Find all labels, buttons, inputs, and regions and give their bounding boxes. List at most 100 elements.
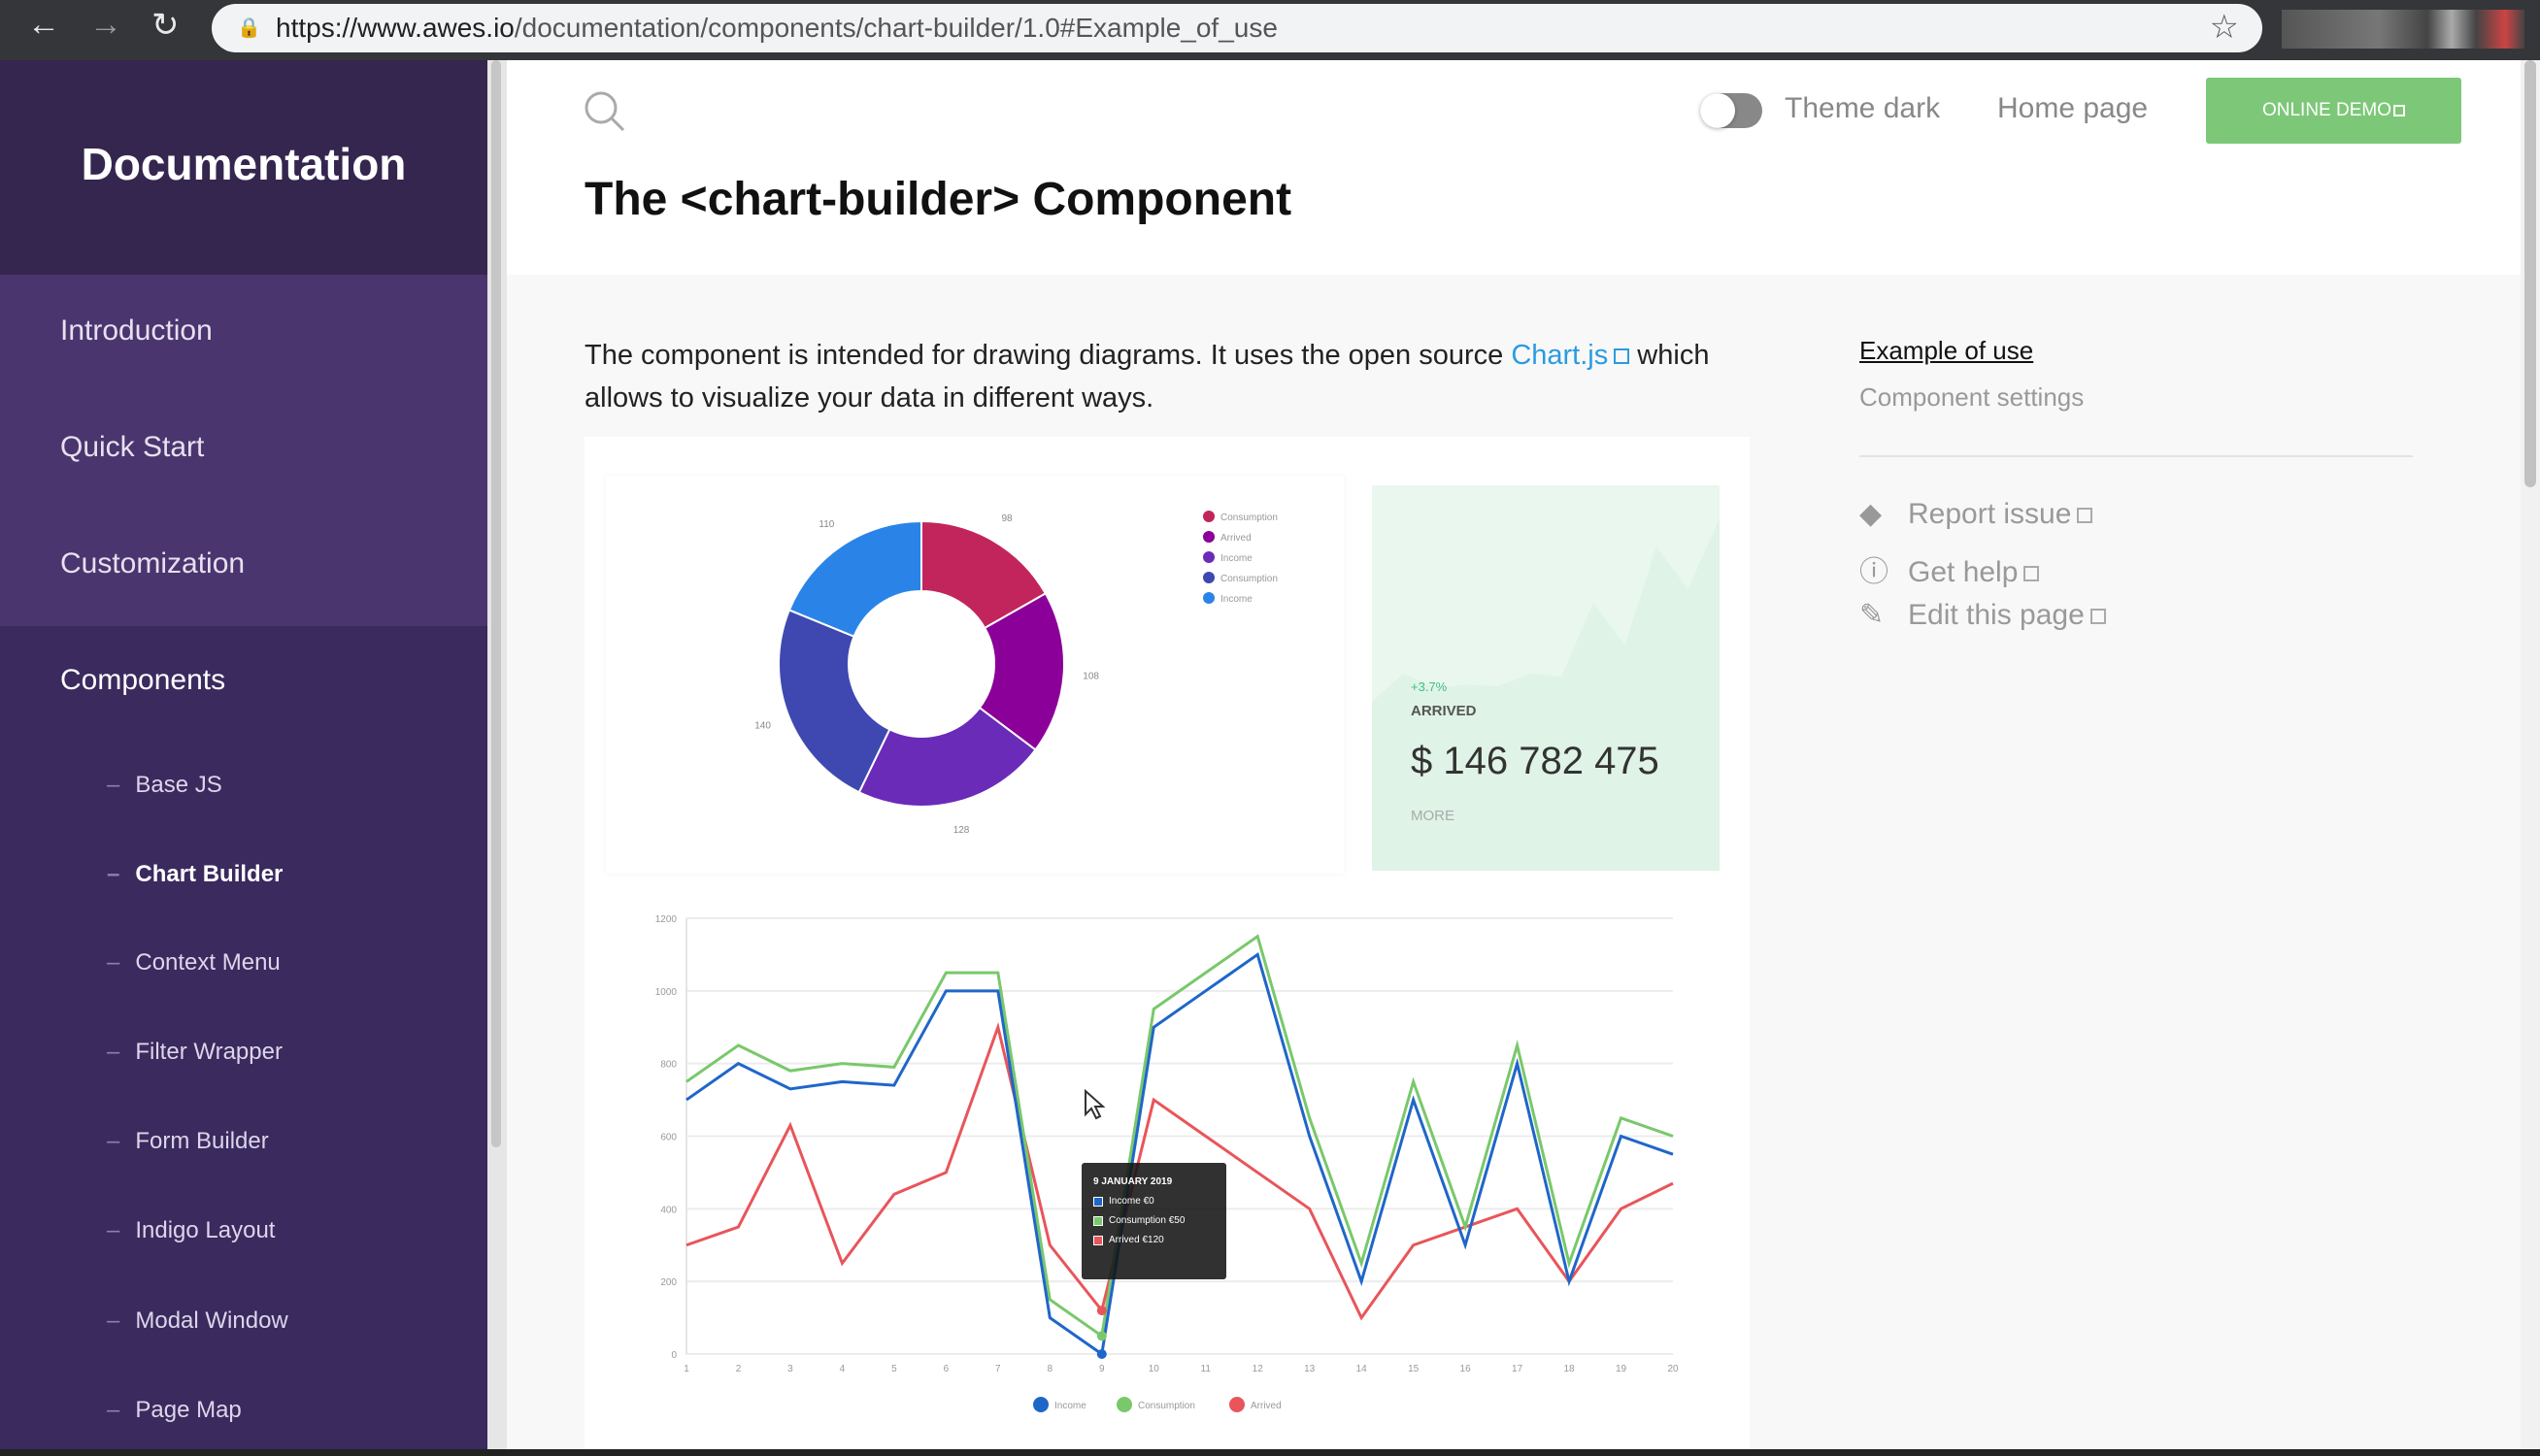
donut-value-label: 110 [819,519,834,530]
x-tick-label: 4 [840,1364,846,1374]
reload-icon[interactable]: ↻ [151,7,180,44]
browser-toolbar: ← → ↻ 🔒 https://www.awes.io/documentatio… [0,0,2540,60]
pencil-icon: ✎ [1859,599,1885,631]
x-tick-label: 1 [684,1364,689,1374]
external-link-icon [2393,105,2406,116]
tooltip-row: Arrived €120 [1109,1235,1164,1245]
sidebar-top-group [0,275,487,626]
x-tick-label: 14 [1356,1364,1368,1374]
legend-marker [1117,1397,1132,1412]
area-fill [1372,518,1720,871]
x-tick-label: 10 [1149,1364,1160,1374]
stat-card: +3.7% ARRIVED $ 146 782 475 MORE [1372,485,1720,871]
legend-label: Consumption [1220,513,1278,523]
sidebar-title[interactable]: Documentation [81,139,407,189]
url-text: https://www.awes.io/documentation/compon… [276,13,1278,43]
donut-value-label: 140 [754,721,771,732]
hover-point [1096,1349,1107,1359]
sidebar-subitem-modal-window[interactable]: – Modal Window [107,1307,288,1334]
y-tick-label: 200 [660,1277,677,1288]
series-line-income [685,951,1674,1357]
x-tick-label: 19 [1616,1364,1627,1374]
legend-label: Consumption [1138,1401,1195,1411]
toc-example-of-use[interactable]: Example of use [1859,336,2034,365]
toc-component-settings[interactable]: Component settings [1859,382,2085,412]
address-bar[interactable]: 🔒 https://www.awes.io/documentation/comp… [212,4,2262,52]
example-image: 98 108 128 140 110 Consumption Arrived Income Co… [585,437,1750,1456]
legend-label: Arrived [1251,1401,1282,1411]
sidebar-subitem-form-builder[interactable]: – Form Builder [107,1128,269,1154]
back-icon[interactable]: ← [27,6,60,43]
sidebar-subitem-indigo-layout[interactable]: – Indigo Layout [107,1217,276,1243]
stat-value: $ 146 782 475 [1411,740,1659,782]
theme-dark-label[interactable]: Theme dark [1785,92,1941,124]
forward-icon[interactable]: → [89,6,122,43]
sidebar-subitem-base-js[interactable]: – Base JS [107,772,222,798]
sidebar-subitem-context-menu[interactable]: – Context Menu [107,949,281,976]
legend-marker [1203,592,1215,604]
bookmark-star-icon[interactable]: ☆ [2209,9,2239,46]
tooltip-row: Income €0 [1109,1196,1154,1207]
y-tick-label: 400 [660,1205,677,1215]
stat-change: +3.7% [1411,679,1448,694]
stat-more-link[interactable]: MORE [1411,808,1454,824]
sidebar-scrollbar-thumb[interactable] [491,60,501,1147]
tooltip-title: 9 JANUARY 2019 [1093,1176,1173,1187]
external-link-icon [1614,348,1630,365]
tooltip-row: Consumption €50 [1109,1215,1186,1226]
sidebar-subitem-chart-builder[interactable]: – Chart Builder [107,861,284,887]
sidebar: Documentation Introduction Quick Start C… [0,60,487,1456]
donut-slice [920,519,1048,630]
donut-value-label: 108 [1083,671,1099,681]
x-tick-label: 12 [1253,1364,1264,1374]
x-tick-label: 9 [1099,1364,1105,1374]
search-icon[interactable] [583,89,627,134]
page-scrollbar-thumb[interactable] [2524,60,2536,487]
legend-marker [1203,531,1215,543]
series-line-arrived [685,1021,1674,1321]
legend-marker [1203,511,1215,522]
hover-point [1096,1306,1107,1316]
sidebar-item-introduction[interactable]: Introduction [60,314,213,347]
extension-icons[interactable] [2282,10,2524,49]
external-link-icon [2089,609,2106,625]
x-tick-label: 6 [944,1364,950,1374]
sidebar-subitem-filter-wrapper[interactable]: – Filter Wrapper [107,1039,283,1065]
y-tick-label: 1200 [655,914,678,925]
legend-label: Income [1220,594,1253,605]
page-title: The <chart-builder> Component [585,174,1292,225]
x-tick-label: 16 [1460,1364,1472,1374]
donut-value-label: 98 [1001,513,1013,524]
sidebar-item-quick-start[interactable]: Quick Start [60,431,205,463]
x-tick-label: 13 [1304,1364,1316,1374]
legend-label: Income [1220,553,1253,564]
sidebar-item-customization[interactable]: Customization [60,547,246,579]
online-demo-button[interactable]: ONLINE DEMO [2206,78,2461,144]
toc-divider [1859,455,2413,457]
y-tick-label: 600 [660,1133,677,1143]
line-chart-card: 0 200 400 600 800 1000 1200 1 2 3 4 5 6 7 8 9 10 11 12 13 14… [585,898,1750,1456]
report-issue-link[interactable]: ◆ Report issue [1859,497,2093,531]
legend-label: Consumption [1220,574,1278,584]
sidebar-header: Documentation [0,60,487,275]
donut-value-label: 128 [953,825,970,836]
sidebar-subitem-page-map[interactable]: – Page Map [107,1397,242,1423]
donut-slice [857,706,1037,808]
git-icon: ◆ [1859,498,1883,530]
sidebar-item-components[interactable]: Components [60,664,226,696]
mouse-cursor-icon [1085,1089,1105,1120]
x-tick-label: 18 [1563,1364,1575,1374]
home-page-link[interactable]: Home page [1997,92,2149,124]
chartjs-link[interactable]: Chart.js [1511,340,1630,371]
x-tick-label: 2 [736,1364,742,1374]
legend-marker [1203,572,1215,583]
donut-slice [787,519,922,638]
help-circle-icon: ⓘ [1859,556,1888,588]
theme-toggle[interactable] [1700,93,1762,128]
donut-chart: 98 108 128 140 110 Consumption Arrived Income Co… [754,511,1278,836]
x-tick-label: 7 [995,1364,1001,1374]
lock-icon: 🔒 [237,17,261,39]
edit-page-link[interactable]: ✎ Edit this page [1859,598,2106,632]
x-tick-label: 17 [1512,1364,1523,1374]
get-help-link[interactable]: ⓘ Get help [1859,547,2040,590]
